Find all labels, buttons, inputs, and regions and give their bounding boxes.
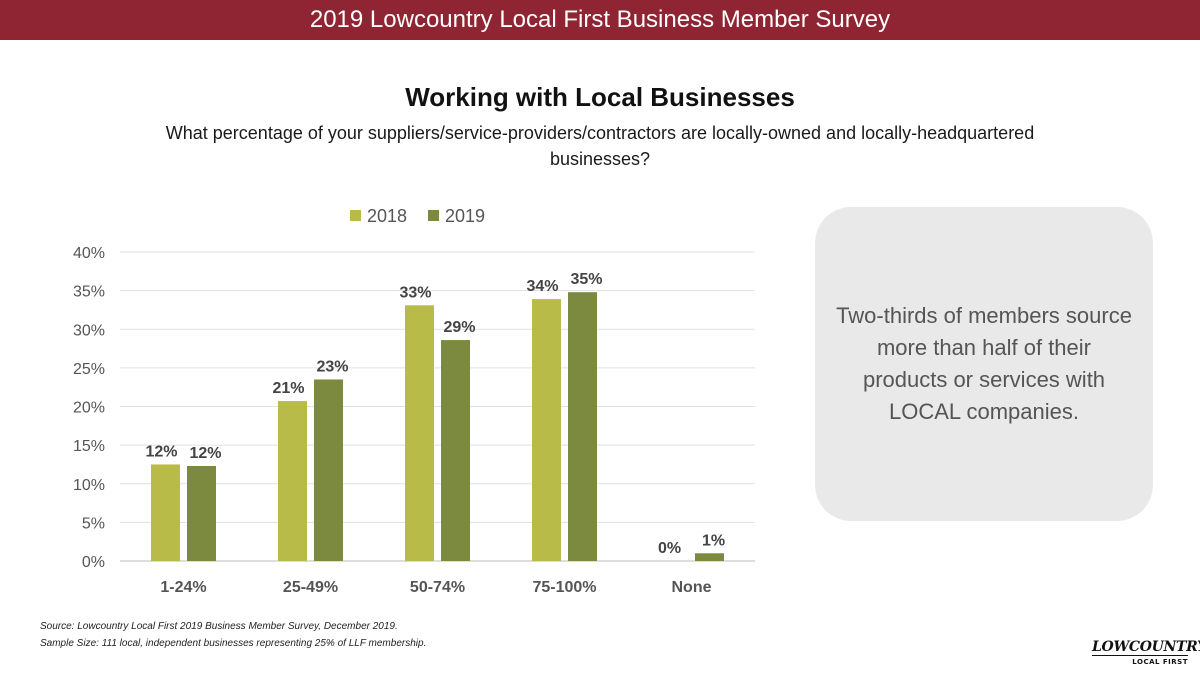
y-tick-label: 35%: [73, 284, 105, 301]
callout-text: Two-thirds of members source more than h…: [836, 303, 1132, 424]
data-label: 29%: [443, 319, 475, 336]
lowcountry-local-first-logo: LOWCOUNTRY LOCAL FIRST: [1092, 639, 1200, 666]
y-tick-label: 25%: [73, 361, 105, 378]
x-category-label: 1-24%: [160, 579, 206, 596]
legend-swatch-2018: [350, 210, 361, 221]
x-category-label: 25-49%: [283, 579, 338, 596]
y-tick-label: 0%: [82, 554, 105, 571]
y-tick-label: 20%: [73, 400, 105, 417]
header-banner: 2019 Lowcountry Local First Business Mem…: [0, 0, 1200, 40]
bar-2018-50-74%: [405, 305, 434, 561]
chart-subtitle: What percentage of your suppliers/servic…: [165, 123, 1035, 169]
data-label: 12%: [189, 445, 221, 462]
data-label: 12%: [145, 443, 177, 460]
y-tick-label: 30%: [73, 322, 105, 339]
data-label: 33%: [399, 284, 431, 301]
data-label: 23%: [316, 358, 348, 375]
callout-box: Two-thirds of members source more than h…: [815, 207, 1153, 521]
legend-label-2018: 2018: [367, 206, 407, 226]
bar-2019-25-49%: [314, 379, 343, 561]
bar-2019-50-74%: [441, 340, 470, 561]
y-tick-label: 15%: [73, 438, 105, 455]
bar-2018-1-24%: [151, 464, 180, 561]
bar-2019-1-24%: [187, 465, 216, 561]
bar-2019-None: [695, 553, 724, 561]
bar-chart: 0% 5% 10% 15% 20% 25% 30% 35% 40% 12% 12% 1-24% 21% 2…: [73, 206, 755, 596]
x-category-label: None: [672, 579, 712, 596]
bar-2019-75-100%: [568, 292, 597, 561]
source-footnote: Source: Lowcountry Local First 2019 Busi…: [40, 621, 398, 632]
y-tick-label: 40%: [73, 245, 105, 262]
data-label: 1%: [702, 532, 725, 549]
sample-footnote: Sample Size: 111 local, independent busi…: [40, 638, 427, 649]
y-tick-label: 10%: [73, 477, 105, 494]
logo-main-text: LOWCOUNTRY: [1092, 639, 1200, 656]
data-label: 0%: [658, 540, 681, 557]
logo-sub-text: LOCAL FIRST: [1132, 658, 1188, 666]
bar-2018-75-100%: [532, 299, 561, 561]
y-tick-label: 5%: [82, 515, 105, 532]
x-category-label: 75-100%: [532, 579, 596, 596]
data-label: 34%: [526, 278, 558, 295]
bar-2018-25-49%: [278, 401, 307, 561]
chart-title: Working with Local Businesses: [405, 82, 795, 112]
data-label: 21%: [272, 380, 304, 397]
data-label: 35%: [570, 271, 602, 288]
legend-label-2019: 2019: [445, 206, 485, 226]
legend-swatch-2019: [428, 210, 439, 221]
x-category-label: 50-74%: [410, 579, 465, 596]
